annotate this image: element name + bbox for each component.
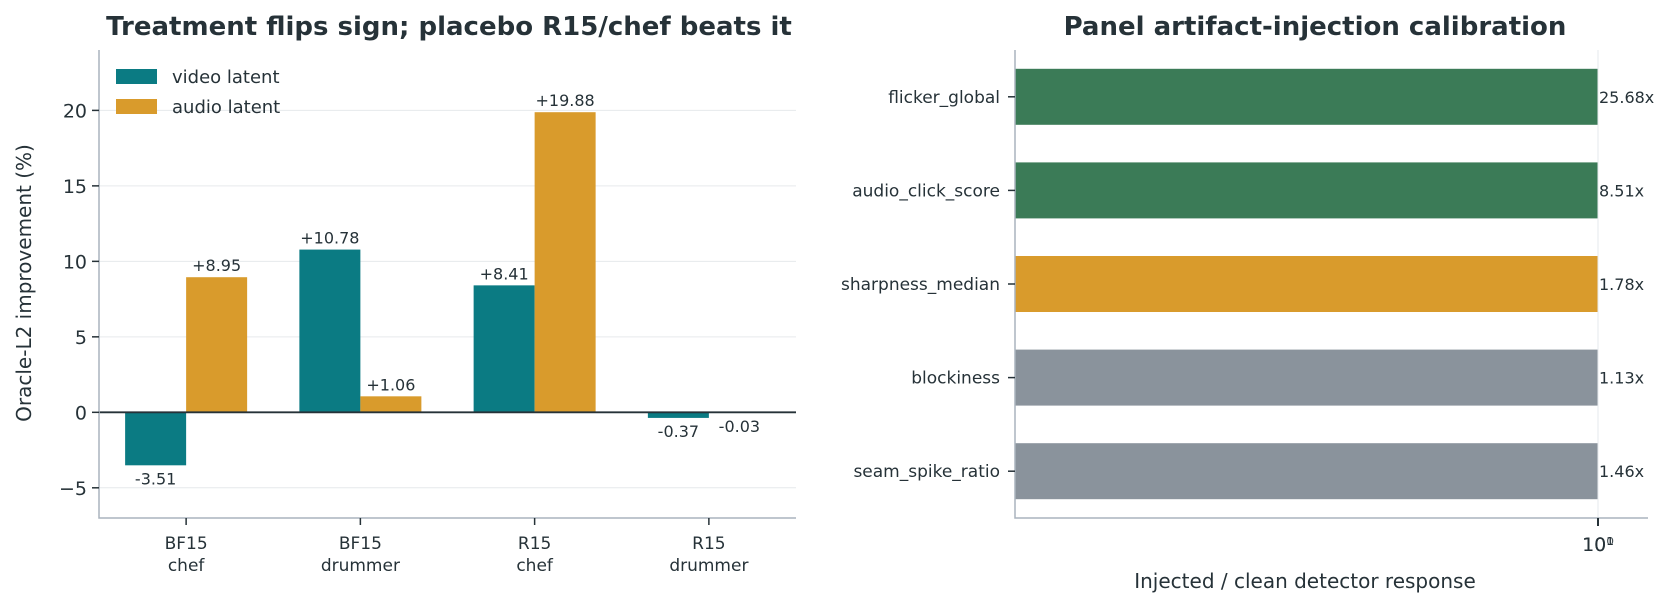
left-bars (125, 112, 770, 466)
bar-data-label: -0.37 (658, 422, 699, 441)
right-data-label: 1.46x (1599, 462, 1644, 481)
calibration-bar (1015, 443, 1598, 500)
bar-data-label: +8.95 (192, 256, 241, 275)
bar-audio (360, 396, 422, 413)
right-bars (1015, 50, 1599, 518)
right-data-label: 25.68x (1599, 88, 1654, 107)
left-x-tick-label-line2: drummer (669, 556, 748, 576)
bar-video (647, 412, 709, 418)
right-category-label: sharpness_median (841, 275, 1000, 295)
left-y-tick-label: 15 (63, 176, 87, 198)
left-y-tick-label: 20 (63, 100, 87, 122)
bar-data-label: +19.88 (536, 91, 595, 110)
left-x-tick-label-line1: BF15 (339, 534, 382, 554)
right-chart: Panel artifact-injection calibration fli… (841, 12, 1654, 593)
left-x-tick-label-line1: R15 (518, 534, 551, 554)
left-axes-spines (98, 50, 796, 519)
bar-video (125, 412, 187, 466)
legend-swatch-audio (116, 99, 157, 114)
left-x-tick-label-line1: BF15 (165, 534, 208, 554)
left-chart: Treatment flips sign; placebo R15/chef b… (12, 12, 796, 576)
left-y-tick-label: 5 (75, 327, 87, 349)
right-category-label: blockiness (911, 369, 1000, 389)
left-x-tick-label-line2: drummer (321, 556, 400, 576)
bar-audio (186, 277, 248, 413)
right-category-label: flicker_global (888, 88, 1000, 108)
calibration-bar (1015, 256, 1598, 312)
calibration-bar (1015, 349, 1598, 406)
bar-data-label: -3.51 (135, 469, 176, 488)
legend-swatch-video (116, 69, 157, 84)
left-data-labels: -3.51 +8.95 +10.78 +1.06 +8.41 +19.88 -0.37 -0.… (135, 91, 760, 488)
left-x-tick-label-line2: chef (168, 556, 206, 576)
bar-data-label: +1.06 (366, 375, 415, 394)
left-y-tick-label: −5 (59, 478, 87, 500)
left-x-tick-label-line2: chef (516, 556, 554, 576)
right-data-label: 1.78x (1599, 275, 1644, 294)
right-x-axis-label: Injected / clean detector response (1134, 569, 1476, 593)
right-axes-spines (1014, 50, 1648, 519)
legend-label-audio: audio latent (172, 97, 280, 118)
right-x-tick-label: 10¹ (1582, 534, 1614, 556)
left-y-axis-label: Oracle-L2 improvement (%) (12, 144, 36, 422)
right-chart-title: Panel artifact-injection calibration (1064, 12, 1567, 42)
bar-video (299, 249, 361, 413)
left-y-ticks: −5 0 5 10 15 20 (59, 100, 99, 500)
right-data-label: 1.13x (1599, 369, 1644, 388)
calibration-bar (1015, 162, 1598, 219)
left-y-tick-label: 10 (63, 251, 87, 273)
left-y-tick-label: 0 (75, 402, 87, 424)
right-category-labels: flicker_global audio_click_score sharpness… (841, 88, 1015, 482)
legend-label-video: video latent (172, 67, 280, 88)
left-chart-title: Treatment flips sign; placebo R15/chef b… (106, 12, 792, 42)
right-category-label: audio_click_score (852, 181, 1000, 201)
left-x-tick-label-line1: R15 (692, 534, 725, 554)
right-data-label: 8.51x (1599, 181, 1644, 200)
right-x-tick-label: 10⁰ (1582, 534, 1614, 556)
right-category-label: seam_spike_ratio (853, 462, 1000, 482)
legend: video latent audio latent (116, 67, 280, 118)
bar-data-label: +8.41 (480, 264, 529, 283)
calibration-bar (1015, 68, 1598, 125)
bar-audio (534, 112, 596, 413)
bar-data-label: +10.78 (300, 229, 359, 248)
right-data-labels: 25.68x 8.51x 1.78x 1.13x 1.46x (1599, 88, 1654, 481)
bar-video (473, 285, 535, 413)
bar-data-label: -0.03 (719, 417, 760, 436)
